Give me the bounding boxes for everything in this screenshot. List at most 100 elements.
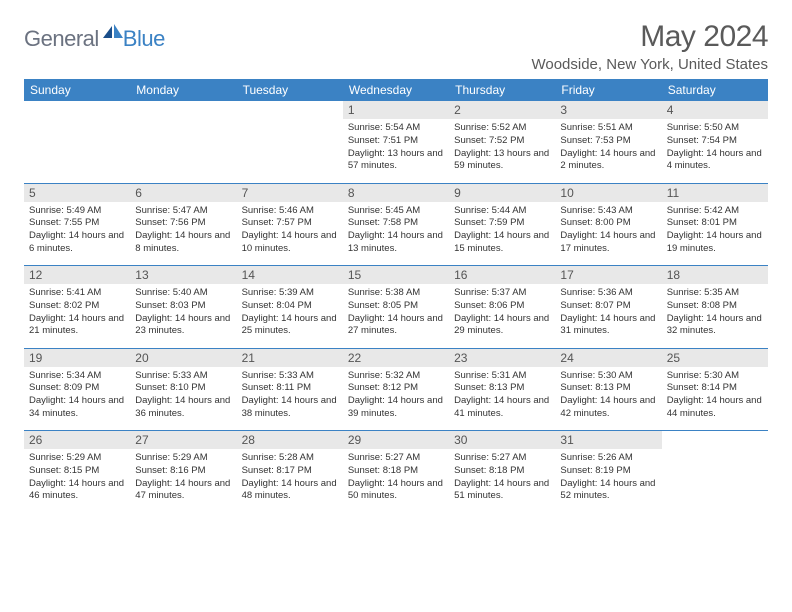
day-number: 30 xyxy=(449,431,555,449)
day-detail: Sunrise: 5:30 AMSunset: 8:13 PMDaylight:… xyxy=(555,367,661,425)
day-header: Thursday xyxy=(449,79,555,101)
day-header-row: SundayMondayTuesdayWednesdayThursdayFrid… xyxy=(24,79,768,101)
calendar-cell: 11Sunrise: 5:42 AMSunset: 8:01 PMDayligh… xyxy=(662,184,768,266)
week-row: 1Sunrise: 5:54 AMSunset: 7:51 PMDaylight… xyxy=(24,101,768,183)
day-detail: Sunrise: 5:46 AMSunset: 7:57 PMDaylight:… xyxy=(237,202,343,260)
day-number: 11 xyxy=(662,184,768,202)
day-number: 15 xyxy=(343,266,449,284)
day-detail: Sunrise: 5:42 AMSunset: 8:01 PMDaylight:… xyxy=(662,202,768,260)
day-number: 22 xyxy=(343,349,449,367)
day-detail: Sunrise: 5:32 AMSunset: 8:12 PMDaylight:… xyxy=(343,367,449,425)
calendar-cell: 16Sunrise: 5:37 AMSunset: 8:06 PMDayligh… xyxy=(449,266,555,348)
calendar-cell: 21Sunrise: 5:33 AMSunset: 8:11 PMDayligh… xyxy=(237,349,343,431)
week-row: 26Sunrise: 5:29 AMSunset: 8:15 PMDayligh… xyxy=(24,431,768,513)
day-number: 10 xyxy=(555,184,661,202)
day-detail: Sunrise: 5:33 AMSunset: 8:11 PMDaylight:… xyxy=(237,367,343,425)
day-detail: Sunrise: 5:33 AMSunset: 8:10 PMDaylight:… xyxy=(130,367,236,425)
day-number: 8 xyxy=(343,184,449,202)
day-number: 7 xyxy=(237,184,343,202)
day-detail: Sunrise: 5:51 AMSunset: 7:53 PMDaylight:… xyxy=(555,119,661,177)
day-header: Saturday xyxy=(662,79,768,101)
month-title: May 2024 xyxy=(531,20,768,54)
week-row: 19Sunrise: 5:34 AMSunset: 8:09 PMDayligh… xyxy=(24,349,768,431)
calendar-cell: 7Sunrise: 5:46 AMSunset: 7:57 PMDaylight… xyxy=(237,184,343,266)
calendar-cell: 15Sunrise: 5:38 AMSunset: 8:05 PMDayligh… xyxy=(343,266,449,348)
day-detail: Sunrise: 5:34 AMSunset: 8:09 PMDaylight:… xyxy=(24,367,130,425)
day-detail: Sunrise: 5:29 AMSunset: 8:15 PMDaylight:… xyxy=(24,449,130,507)
day-detail: Sunrise: 5:54 AMSunset: 7:51 PMDaylight:… xyxy=(343,119,449,177)
calendar-cell xyxy=(24,101,130,183)
day-detail: Sunrise: 5:28 AMSunset: 8:17 PMDaylight:… xyxy=(237,449,343,507)
calendar-cell: 9Sunrise: 5:44 AMSunset: 7:59 PMDaylight… xyxy=(449,184,555,266)
day-header: Friday xyxy=(555,79,661,101)
calendar-cell: 26Sunrise: 5:29 AMSunset: 8:15 PMDayligh… xyxy=(24,431,130,513)
day-number: 1 xyxy=(343,101,449,119)
day-header: Sunday xyxy=(24,79,130,101)
calendar-cell: 22Sunrise: 5:32 AMSunset: 8:12 PMDayligh… xyxy=(343,349,449,431)
calendar-cell: 29Sunrise: 5:27 AMSunset: 8:18 PMDayligh… xyxy=(343,431,449,513)
day-number: 2 xyxy=(449,101,555,119)
day-detail: Sunrise: 5:35 AMSunset: 8:08 PMDaylight:… xyxy=(662,284,768,342)
day-detail: Sunrise: 5:38 AMSunset: 8:05 PMDaylight:… xyxy=(343,284,449,342)
day-number: 16 xyxy=(449,266,555,284)
day-number: 13 xyxy=(130,266,236,284)
day-detail: Sunrise: 5:29 AMSunset: 8:16 PMDaylight:… xyxy=(130,449,236,507)
day-number: 6 xyxy=(130,184,236,202)
day-detail: Sunrise: 5:27 AMSunset: 8:18 PMDaylight:… xyxy=(449,449,555,507)
calendar-cell: 13Sunrise: 5:40 AMSunset: 8:03 PMDayligh… xyxy=(130,266,236,348)
day-number: 29 xyxy=(343,431,449,449)
calendar-cell: 14Sunrise: 5:39 AMSunset: 8:04 PMDayligh… xyxy=(237,266,343,348)
day-number: 18 xyxy=(662,266,768,284)
day-detail: Sunrise: 5:44 AMSunset: 7:59 PMDaylight:… xyxy=(449,202,555,260)
calendar-table: SundayMondayTuesdayWednesdayThursdayFrid… xyxy=(24,79,768,513)
day-header: Wednesday xyxy=(343,79,449,101)
logo-sail-icon xyxy=(103,24,123,40)
day-number: 12 xyxy=(24,266,130,284)
calendar-cell: 5Sunrise: 5:49 AMSunset: 7:55 PMDaylight… xyxy=(24,184,130,266)
calendar-cell: 31Sunrise: 5:26 AMSunset: 8:19 PMDayligh… xyxy=(555,431,661,513)
calendar-cell: 27Sunrise: 5:29 AMSunset: 8:16 PMDayligh… xyxy=(130,431,236,513)
day-detail: Sunrise: 5:43 AMSunset: 8:00 PMDaylight:… xyxy=(555,202,661,260)
day-detail: Sunrise: 5:50 AMSunset: 7:54 PMDaylight:… xyxy=(662,119,768,177)
day-number: 20 xyxy=(130,349,236,367)
day-detail: Sunrise: 5:31 AMSunset: 8:13 PMDaylight:… xyxy=(449,367,555,425)
calendar-cell: 4Sunrise: 5:50 AMSunset: 7:54 PMDaylight… xyxy=(662,101,768,183)
day-header: Monday xyxy=(130,79,236,101)
day-number: 19 xyxy=(24,349,130,367)
day-number: 25 xyxy=(662,349,768,367)
day-number: 17 xyxy=(555,266,661,284)
day-detail: Sunrise: 5:36 AMSunset: 8:07 PMDaylight:… xyxy=(555,284,661,342)
calendar-cell: 2Sunrise: 5:52 AMSunset: 7:52 PMDaylight… xyxy=(449,101,555,183)
day-detail: Sunrise: 5:26 AMSunset: 8:19 PMDaylight:… xyxy=(555,449,661,507)
logo-text-general: General xyxy=(24,26,99,52)
day-detail: Sunrise: 5:37 AMSunset: 8:06 PMDaylight:… xyxy=(449,284,555,342)
day-detail: Sunrise: 5:40 AMSunset: 8:03 PMDaylight:… xyxy=(130,284,236,342)
day-detail: Sunrise: 5:30 AMSunset: 8:14 PMDaylight:… xyxy=(662,367,768,425)
day-number: 3 xyxy=(555,101,661,119)
calendar-cell: 6Sunrise: 5:47 AMSunset: 7:56 PMDaylight… xyxy=(130,184,236,266)
calendar-cell xyxy=(237,101,343,183)
day-number: 26 xyxy=(24,431,130,449)
day-number: 31 xyxy=(555,431,661,449)
calendar-cell: 25Sunrise: 5:30 AMSunset: 8:14 PMDayligh… xyxy=(662,349,768,431)
day-detail: Sunrise: 5:52 AMSunset: 7:52 PMDaylight:… xyxy=(449,119,555,177)
day-number: 9 xyxy=(449,184,555,202)
day-detail: Sunrise: 5:47 AMSunset: 7:56 PMDaylight:… xyxy=(130,202,236,260)
logo: General Blue xyxy=(24,20,165,54)
week-row: 5Sunrise: 5:49 AMSunset: 7:55 PMDaylight… xyxy=(24,184,768,266)
header: General Blue May 2024 Woodside, New York… xyxy=(24,20,768,73)
day-number: 4 xyxy=(662,101,768,119)
day-header: Tuesday xyxy=(237,79,343,101)
calendar-cell: 18Sunrise: 5:35 AMSunset: 8:08 PMDayligh… xyxy=(662,266,768,348)
calendar-cell xyxy=(662,431,768,513)
day-detail: Sunrise: 5:45 AMSunset: 7:58 PMDaylight:… xyxy=(343,202,449,260)
calendar-cell: 30Sunrise: 5:27 AMSunset: 8:18 PMDayligh… xyxy=(449,431,555,513)
day-number: 21 xyxy=(237,349,343,367)
day-number: 24 xyxy=(555,349,661,367)
calendar-cell: 19Sunrise: 5:34 AMSunset: 8:09 PMDayligh… xyxy=(24,349,130,431)
logo-text-blue: Blue xyxy=(123,26,165,52)
calendar-cell: 17Sunrise: 5:36 AMSunset: 8:07 PMDayligh… xyxy=(555,266,661,348)
day-detail: Sunrise: 5:27 AMSunset: 8:18 PMDaylight:… xyxy=(343,449,449,507)
calendar-cell: 24Sunrise: 5:30 AMSunset: 8:13 PMDayligh… xyxy=(555,349,661,431)
calendar-cell: 3Sunrise: 5:51 AMSunset: 7:53 PMDaylight… xyxy=(555,101,661,183)
